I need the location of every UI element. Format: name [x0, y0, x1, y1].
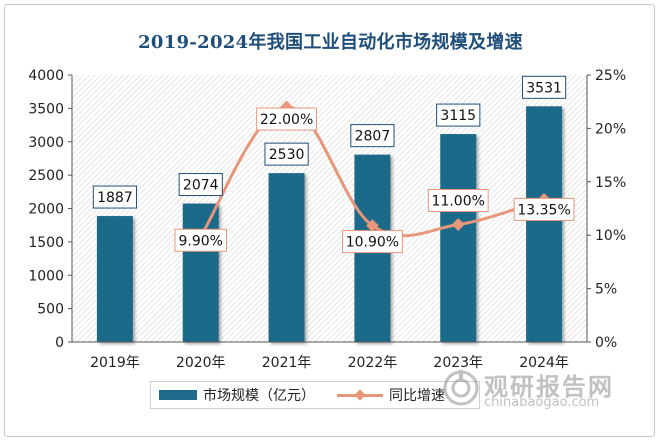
bar-data-label: 2530: [264, 142, 309, 166]
bar-data-label-box: [521, 75, 567, 99]
bar-data-label: 3115: [436, 103, 481, 127]
y-right-tick-label: 10%: [595, 228, 626, 244]
y-left-tick-label: 3000: [28, 135, 64, 151]
y-left-tick-label: 2500: [28, 168, 64, 184]
legend-item-line: 同比增速: [315, 385, 445, 405]
chart-title: 2019-2024年我国工业自动化市场规模及增速: [138, 32, 523, 53]
bar: [526, 106, 563, 342]
y-left-tick-label: 2000: [28, 202, 64, 218]
growth-data-label-text: 13.35%: [517, 202, 570, 218]
growth-data-label: 9.90%: [174, 228, 227, 252]
growth-data-label-box: [342, 230, 403, 254]
y-left-tick-label: 4000: [28, 68, 64, 84]
growth-line: [199, 105, 545, 238]
bar-data-label-text: 2074: [183, 178, 219, 194]
growth-data-label: 13.35%: [513, 197, 575, 221]
y-right-tick-label: 20%: [595, 121, 626, 137]
legend: 市场规模（亿元） 同比增速: [150, 381, 480, 409]
legend-bar-label: 市场规模（亿元）: [203, 388, 315, 404]
bar-data-label-text: 2530: [269, 147, 305, 163]
x-tick-label: 2022年: [348, 355, 398, 371]
bar-data-label: 3531: [521, 75, 567, 99]
growth-data-label: 10.90%: [342, 230, 403, 254]
bar-data-label: 2807: [350, 124, 395, 148]
bar-data-label-box: [92, 185, 138, 209]
growth-data-label: 11.00%: [427, 189, 489, 213]
watermark-text: 观研报告网: [484, 373, 614, 401]
bar: [440, 134, 477, 342]
bar-data-label: 1887: [92, 185, 138, 209]
y-left-tick-label: 3500: [28, 101, 64, 117]
bar-data-label-box: [178, 173, 223, 197]
bar-data-label-box: [436, 103, 481, 127]
y-right-tick-label: 0%: [595, 335, 617, 351]
watermark-logo-icon: [443, 370, 479, 406]
y-right-tick-label: 25%: [595, 68, 626, 84]
y-left-tick-label: 500: [37, 302, 64, 318]
bar-data-label-box: [264, 142, 309, 166]
growth-data-label-text: 11.00%: [432, 194, 485, 210]
y-right-tick-label: 5%: [595, 282, 617, 298]
growth-data-label-text: 10.90%: [346, 235, 399, 251]
bar-data-label-text: 3115: [440, 108, 476, 124]
bar-data-label: 2074: [178, 173, 223, 197]
growth-point: [451, 218, 465, 231]
growth-data-label-box: [256, 107, 317, 131]
growth-data-label: 22.00%: [256, 107, 317, 131]
legend-line-swatch: [337, 389, 383, 401]
bar: [96, 216, 133, 342]
bar-data-label-text: 3531: [526, 80, 562, 96]
y-left-tick-label: 1000: [28, 268, 64, 284]
growth-data-label-text: 9.90%: [179, 233, 223, 249]
growth-data-label-box: [174, 228, 227, 252]
bar: [182, 203, 219, 342]
bar-data-label-box: [350, 124, 395, 148]
x-tick-label: 2019年: [90, 355, 140, 371]
legend-line-label: 同比增速: [389, 388, 445, 404]
y-right-tick-label: 15%: [595, 175, 626, 191]
x-tick-label: 2023年: [433, 355, 483, 371]
watermark-url: chinabaogao.com: [484, 395, 600, 410]
x-tick-label: 2021年: [262, 355, 312, 371]
bar-data-label-text: 1887: [97, 190, 133, 206]
legend-bar-swatch: [159, 390, 197, 400]
y-left-tick-label: 1500: [28, 235, 64, 251]
x-tick-label: 2024年: [519, 355, 569, 371]
legend-item-bar: 市场规模（亿元）: [151, 385, 315, 405]
growth-data-label-text: 22.00%: [260, 112, 313, 128]
x-tick-label: 2020年: [176, 355, 226, 371]
watermark: 观研报告网 chinabaogao.com: [440, 365, 650, 415]
bar-data-label-text: 2807: [355, 129, 391, 145]
growth-data-label-box: [513, 197, 575, 221]
growth-data-label-box: [427, 189, 489, 213]
y-left-tick-label: 0: [55, 335, 64, 351]
bar: [268, 173, 305, 342]
plot-area: [72, 75, 587, 342]
growth-point: [366, 219, 379, 232]
